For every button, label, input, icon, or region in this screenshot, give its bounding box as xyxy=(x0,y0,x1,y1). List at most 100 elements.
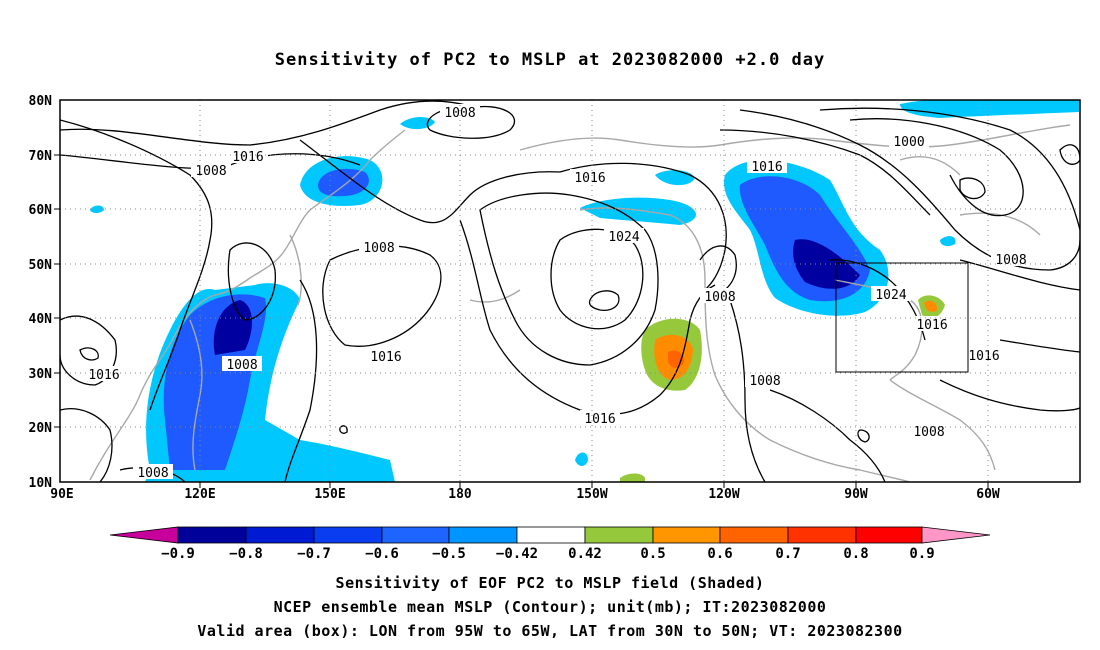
lat-tick-label: 80N xyxy=(29,94,53,109)
mslp-contours xyxy=(60,100,1080,482)
lat-tick-label: 40N xyxy=(29,312,53,327)
tick-marks xyxy=(54,154,989,488)
colorbar-label: −0.42 xyxy=(496,546,538,562)
colorbar-label: 0.9 xyxy=(909,546,934,562)
lon-tick-label: 150W xyxy=(576,487,607,502)
svg-text:1016: 1016 xyxy=(370,350,401,365)
lat-tick-label: 30N xyxy=(29,367,53,382)
contour-label: 1008 xyxy=(991,251,1031,268)
colorbar-swatch xyxy=(177,526,247,544)
contour-label: 1008 xyxy=(191,162,231,179)
contour-label: 1008 xyxy=(909,423,949,440)
svg-text:1016: 1016 xyxy=(88,368,119,383)
colorbar-label: −0.5 xyxy=(432,546,466,562)
svg-text:1008: 1008 xyxy=(195,164,226,179)
lat-tick-label: 60N xyxy=(29,203,53,218)
colorbar-swatch xyxy=(516,526,586,544)
lon-tick-label: 60W xyxy=(976,487,1000,502)
colorbar-swatch xyxy=(855,526,923,544)
shade-negative-light xyxy=(580,197,697,225)
contour-label: 1016 xyxy=(747,158,787,175)
colorbar-swatch xyxy=(448,526,518,544)
colorbar-label: −0.9 xyxy=(161,546,195,562)
caption-valid-area: Valid area (box): LON from 95W to 65W, L… xyxy=(197,622,903,640)
contour-label: 1008 xyxy=(359,239,399,256)
shading-layer xyxy=(90,100,1080,482)
map-frame xyxy=(59,99,1081,483)
contour-label: 1024 xyxy=(871,286,911,303)
lon-axis-labels: 90E 120E 150E 180 150W 120W 90W 60W xyxy=(50,487,1000,502)
shade-negative-light xyxy=(900,100,1080,118)
shade-negative-light xyxy=(90,205,104,213)
lon-tick-label: 180 xyxy=(448,487,472,502)
contour-label: 1016 xyxy=(84,366,124,383)
shade-negative-strong xyxy=(213,300,252,355)
lat-tick-label: 10N xyxy=(29,476,53,491)
contour-label: 1024 xyxy=(604,228,644,245)
colorbar-label: 0.7 xyxy=(775,546,800,562)
caption-contour: NCEP ensemble mean MSLP (Contour); unit(… xyxy=(273,598,827,616)
shade-negative-light xyxy=(655,170,695,186)
contour-label: 1008 xyxy=(700,288,740,305)
lon-tick-label: 90E xyxy=(50,487,73,502)
colorbar-swatch xyxy=(313,526,383,544)
colorbar-swatch xyxy=(245,526,315,544)
svg-text:1008: 1008 xyxy=(226,358,257,373)
shade-negative-light xyxy=(400,116,435,130)
lon-tick-label: 120W xyxy=(708,487,739,502)
lat-axis-labels: 80N 70N 60N 50N 40N 30N 20N 10N xyxy=(29,94,53,491)
colorbar-label: 0.5 xyxy=(640,546,665,562)
svg-text:1008: 1008 xyxy=(704,290,735,305)
svg-text:1008: 1008 xyxy=(995,253,1026,268)
svg-text:1024: 1024 xyxy=(608,230,639,245)
lat-tick-label: 50N xyxy=(29,258,53,273)
contour-label: 1016 xyxy=(366,348,406,365)
shade-positive-mid xyxy=(924,300,938,312)
colorbar-swatch xyxy=(787,526,857,544)
lat-tick-label: 70N xyxy=(29,149,53,164)
svg-text:1008: 1008 xyxy=(444,106,475,121)
caption-shaded: Sensitivity of EOF PC2 to MSLP field (Sh… xyxy=(335,574,765,592)
contour-label-layer: 1008 1016 1008 1008 1016 1008 1016 1016 … xyxy=(84,104,1031,481)
contour-label: 1016 xyxy=(580,410,620,427)
svg-text:1016: 1016 xyxy=(574,171,605,186)
colorbar-labels: −0.9 −0.8 −0.7 −0.6 −0.5 −0.42 0.42 0.5 … xyxy=(161,546,935,562)
contour-label: 1016 xyxy=(570,169,610,186)
colorbar-swatch xyxy=(381,526,450,544)
colorbar-label: 0.42 xyxy=(568,546,602,562)
colorbar-label: 0.8 xyxy=(843,546,868,562)
colorbar: −0.9 −0.8 −0.7 −0.6 −0.5 −0.42 0.42 0.5 … xyxy=(109,526,991,562)
colorbar-swatch xyxy=(719,526,789,544)
shade-negative-strong xyxy=(793,239,860,289)
lat-tick-label: 20N xyxy=(29,421,53,436)
svg-text:1016: 1016 xyxy=(916,318,947,333)
shade-negative-light xyxy=(940,236,956,247)
contour-label: 1008 xyxy=(440,104,480,121)
svg-text:1016: 1016 xyxy=(584,412,615,427)
chart-title: Sensitivity of PC2 to MSLP at 2023082000… xyxy=(274,50,826,70)
colorbar-swatch xyxy=(652,526,721,544)
contour-label: 1000 xyxy=(889,133,929,150)
lon-tick-label: 120E xyxy=(184,487,215,502)
colorbar-swatch xyxy=(921,526,991,544)
shade-positive-light xyxy=(620,473,645,482)
contour-label: 1016 xyxy=(912,316,952,333)
svg-text:1008: 1008 xyxy=(137,466,168,481)
graticule xyxy=(60,100,1080,482)
contour-label: 1008 xyxy=(222,356,262,373)
contour-label: 1008 xyxy=(133,464,173,481)
svg-text:1008: 1008 xyxy=(749,374,780,389)
contour-label: 1016 xyxy=(964,347,1004,364)
lon-tick-label: 150E xyxy=(314,487,345,502)
colorbar-swatch xyxy=(584,526,654,544)
lon-tick-label: 90W xyxy=(844,487,868,502)
svg-text:1024: 1024 xyxy=(875,288,906,303)
svg-text:1016: 1016 xyxy=(751,160,782,175)
svg-text:1008: 1008 xyxy=(363,241,394,256)
contour-label: 1008 xyxy=(745,372,785,389)
svg-text:1016: 1016 xyxy=(232,150,263,165)
colorbar-label: 0.6 xyxy=(707,546,732,562)
colorbar-label: −0.8 xyxy=(229,546,263,562)
svg-text:1008: 1008 xyxy=(913,425,944,440)
colorbar-swatch xyxy=(109,526,179,544)
